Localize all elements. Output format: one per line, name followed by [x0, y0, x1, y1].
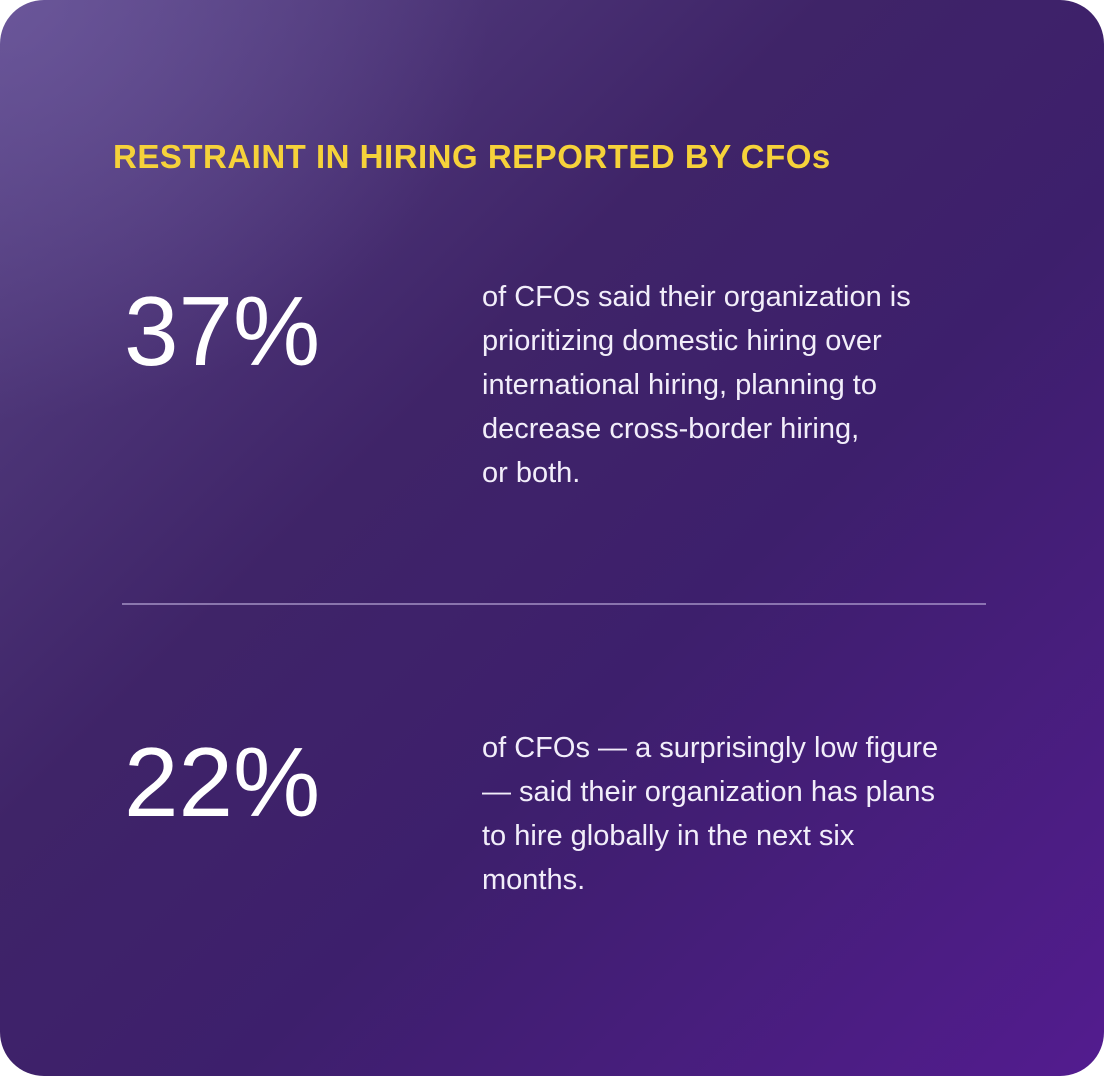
- stat-description: of CFOs — a surprisingly low figure — sai…: [482, 726, 938, 902]
- description-line: — said their organization has plans: [482, 776, 935, 808]
- description-line: prioritizing domestic hiring over: [482, 325, 882, 357]
- stat-value: 22%: [124, 727, 321, 837]
- stat-description: of CFOs said their organization is priori…: [482, 275, 911, 495]
- description-line: of CFOs — a surprisingly low figure: [482, 732, 939, 764]
- stat-value: 37%: [124, 276, 321, 386]
- description-line: decrease cross-border hiring,: [482, 413, 860, 445]
- title: RESTRAINT IN HIRING REPORTED BY CFOs: [113, 138, 831, 175]
- description-line: months.: [482, 864, 586, 896]
- description-line: to hire globally in the next six: [482, 820, 855, 852]
- description-line: of CFOs said their organization is: [482, 281, 911, 313]
- description-line: international hiring, planning to: [482, 369, 877, 401]
- divider: [122, 603, 986, 605]
- description-line: or both.: [482, 457, 581, 489]
